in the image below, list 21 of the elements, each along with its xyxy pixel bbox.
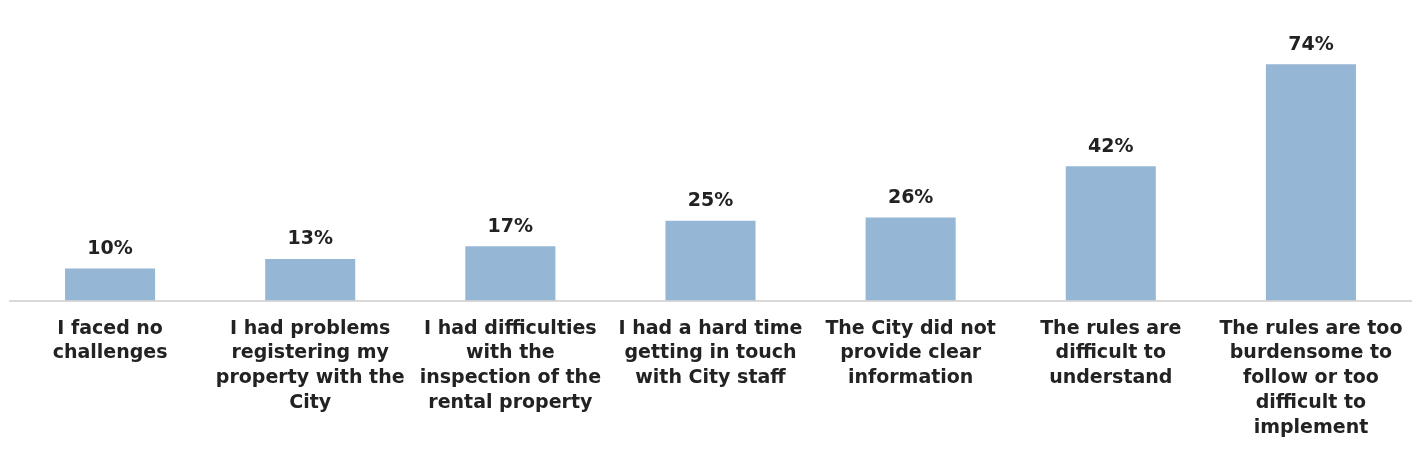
x-tick-label: The City did not provide clear information xyxy=(825,315,996,388)
data-label: 26% xyxy=(887,184,934,207)
data-label: 13% xyxy=(287,226,333,249)
bar xyxy=(865,217,956,301)
x-tick-label: I had problems registering my property with the City xyxy=(215,315,405,412)
x-tick-label: The rules are difficult to understand xyxy=(1040,315,1182,388)
data-label: 25% xyxy=(687,188,734,211)
x-tick-label: I faced no challenges xyxy=(52,315,168,363)
data-label: 17% xyxy=(487,213,534,236)
bar xyxy=(265,258,356,301)
bar xyxy=(665,220,756,301)
data-label: 42% xyxy=(1088,133,1134,156)
data-label: 10% xyxy=(87,236,133,258)
data-label: 74% xyxy=(1288,31,1334,54)
x-tick-label: I had difficulties with the inspection of the rental property xyxy=(419,315,602,412)
bar xyxy=(65,268,156,301)
bar xyxy=(1065,166,1156,301)
x-tick-label: I had a hard time getting in touch with City staff xyxy=(618,315,803,388)
bar xyxy=(1265,64,1356,301)
bar xyxy=(465,246,556,301)
x-tick-label: The rules are too burdensome to follow or too difficult to implement xyxy=(1219,315,1403,437)
